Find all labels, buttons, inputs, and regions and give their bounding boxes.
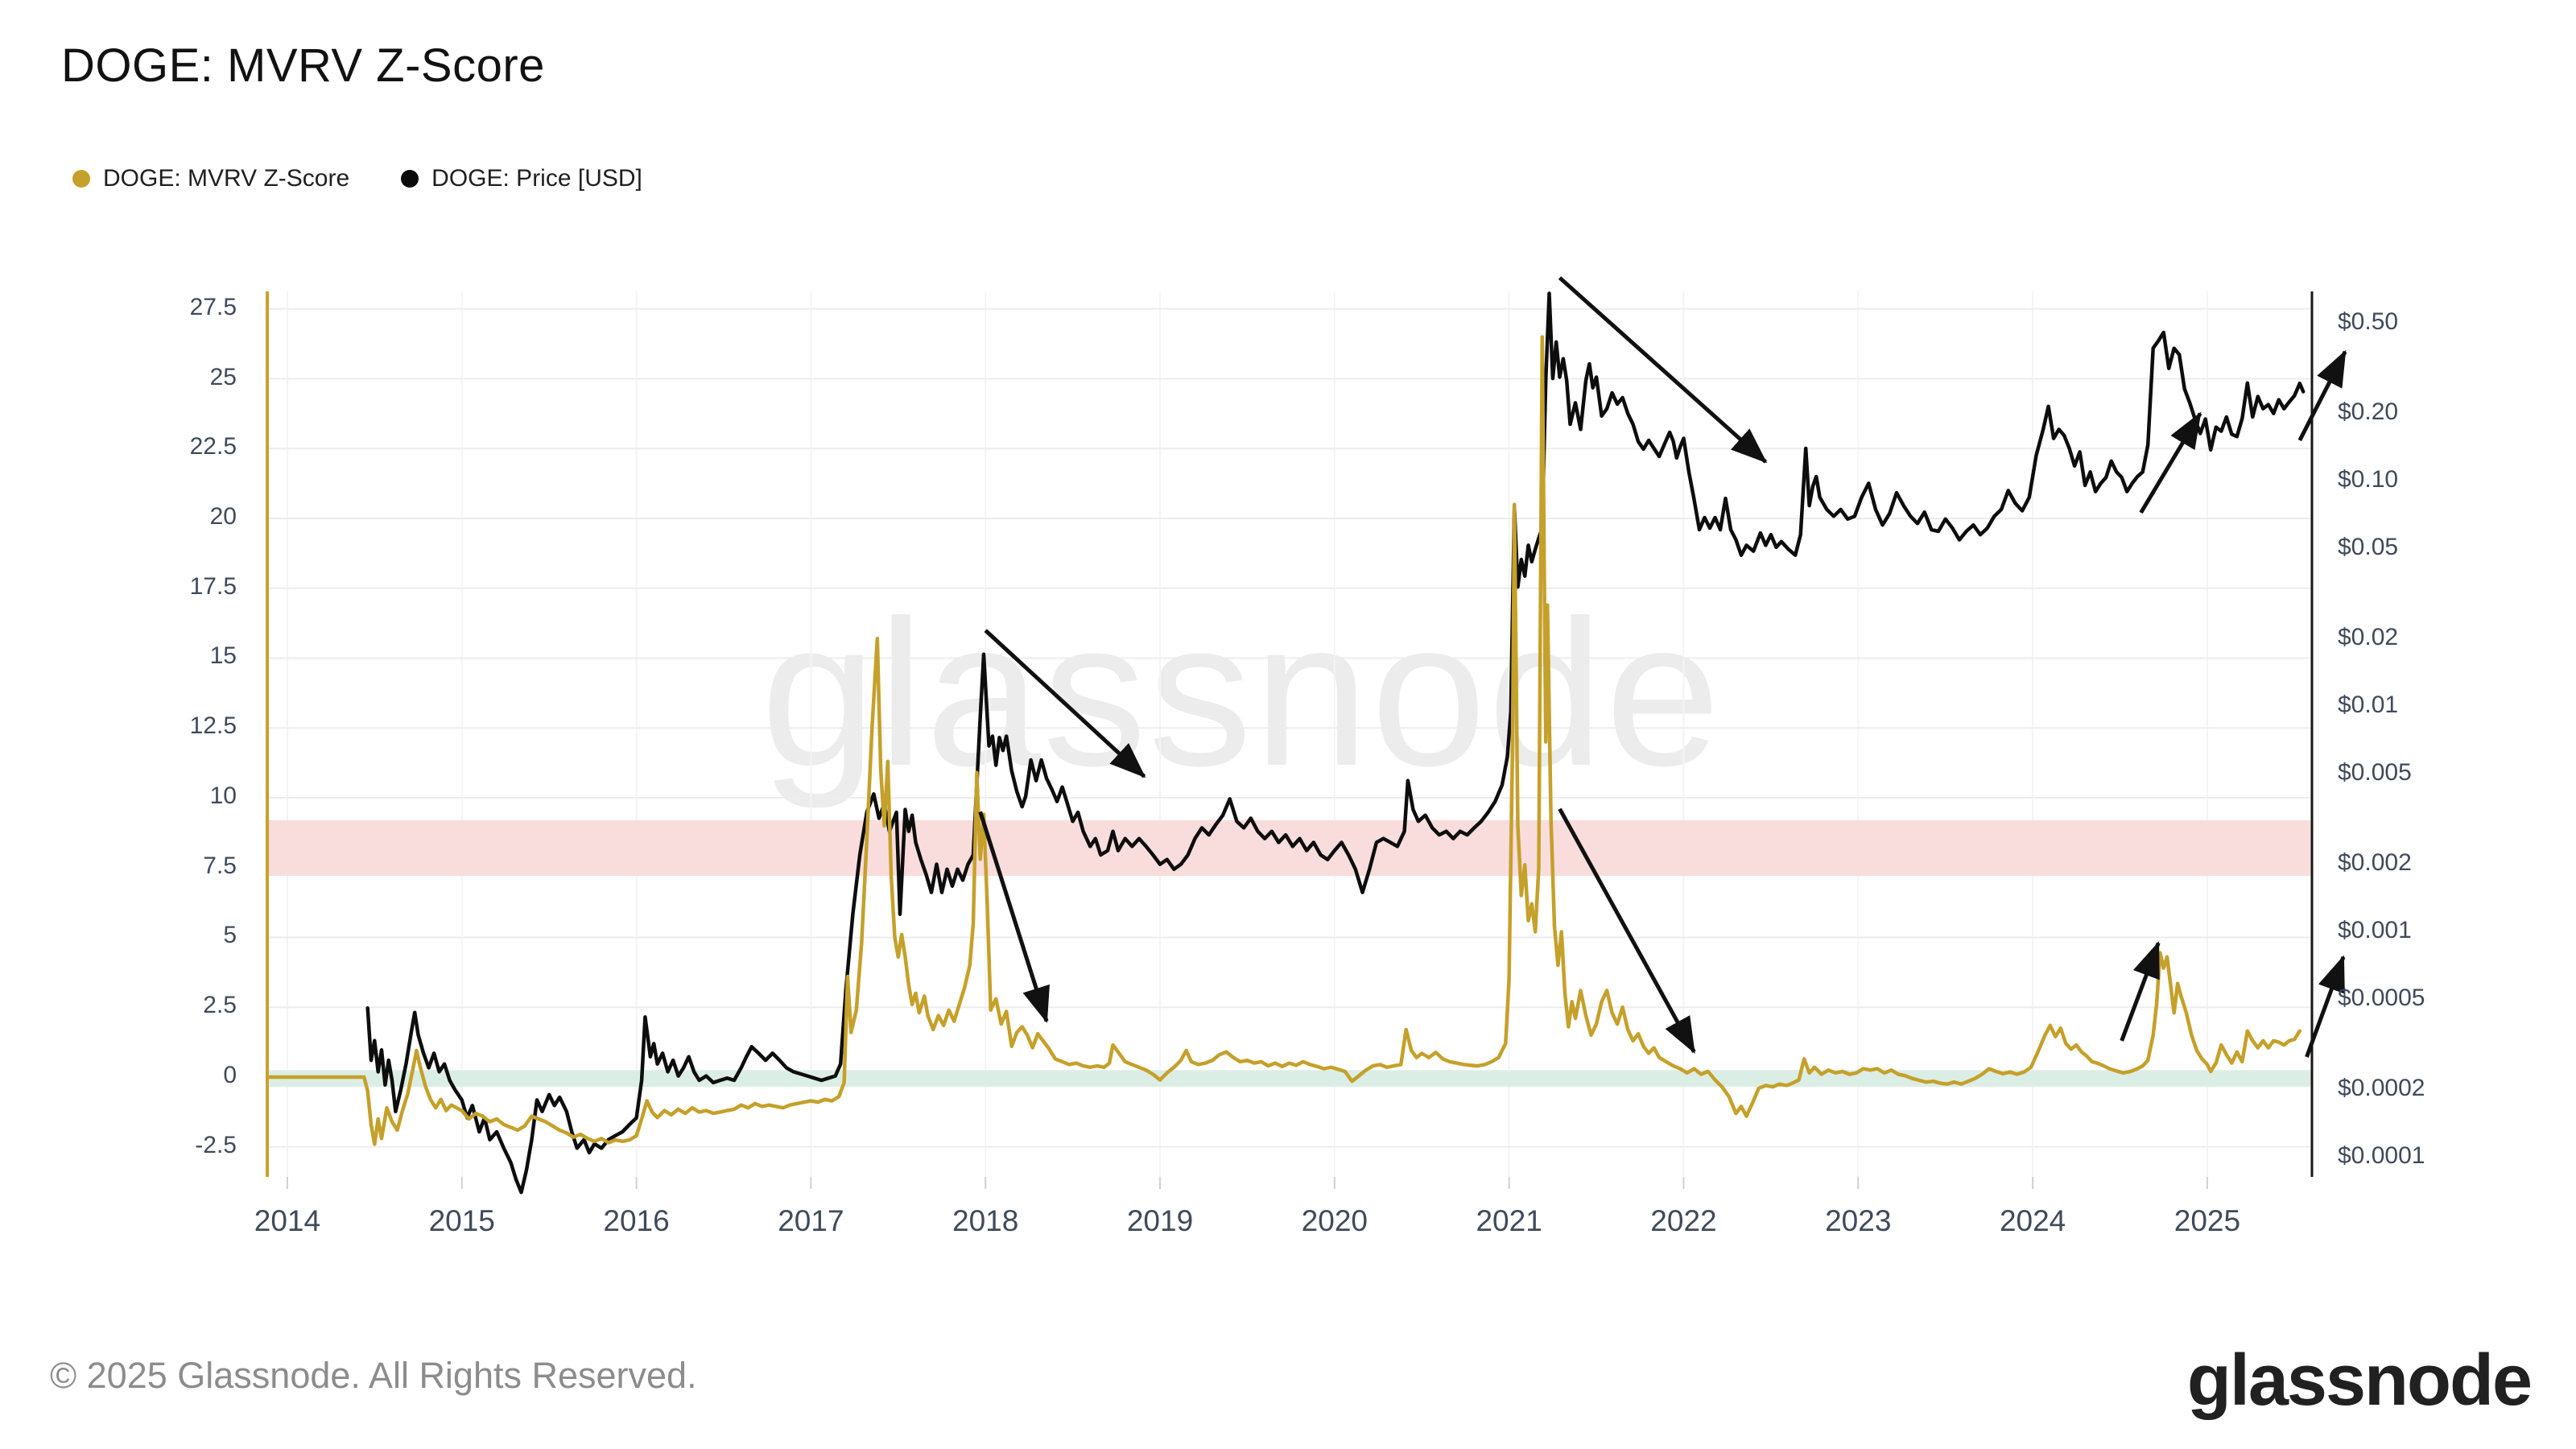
y-left-tick-label: 25 [209,363,237,390]
y-left-tick-label: 15 [209,642,237,670]
glassnode-logo[interactable]: glassnode [2186,1340,2533,1421]
y-right-tick-label: $0.0002 [2338,1074,2425,1101]
x-axis-year-label: 2023 [1825,1204,1892,1237]
annotation-arrow [1558,276,1768,464]
x-axis-year-label: 2022 [1650,1204,1717,1237]
legend-label-price: DOGE: Price [USD] [431,165,642,192]
y-left-tick-label: 17.5 [189,572,237,600]
y-right-tick-label: $0.50 [2338,308,2399,336]
x-axis-year-label: 2024 [1999,1204,2066,1237]
y-left-tick-label: 27.5 [189,293,237,320]
glassnode-watermark: glassnode [761,576,1723,809]
x-axis-year-label: 2016 [603,1204,670,1237]
y-right-tick-label: $0.002 [2338,848,2412,876]
y-right-tick-label: $0.0005 [2338,985,2425,1012]
y-right-tick-label: $0.01 [2338,691,2399,718]
x-axis-year-label: 2018 [952,1204,1019,1237]
y-left-tick-label: 7.5 [203,852,237,879]
annotation-arrow [2297,349,2347,442]
legend-item-mvrv[interactable]: DOGE: MVRV Z-Score [72,165,349,192]
y-left-tick-label: 12.5 [189,712,237,740]
y-right-tick-label: $0.02 [2338,623,2399,650]
x-axis-year-label: 2020 [1301,1204,1368,1237]
mvrv-zscore-line[interactable] [266,335,2302,1146]
y-right-tick-label: $0.20 [2338,398,2399,425]
y-left-tick-label: 22.5 [189,433,237,460]
price-series-dot-icon [401,170,419,188]
legend-label-mvrv: DOGE: MVRV Z-Score [103,165,350,192]
annotation-arrow [978,811,1050,1023]
y-right-tick-label: $0.0001 [2338,1141,2425,1169]
annotation-arrow [984,629,1146,778]
y-right-tick-label: $0.001 [2338,916,2412,943]
copyright-text: © 2025 Glassnode. All Rights Reserved. [50,1355,697,1396]
y-left-tick-label: 20 [209,503,237,530]
y-left-tick-label: 2.5 [203,992,237,1019]
y-left-tick-label: -2.5 [195,1131,237,1158]
x-axis-year-label: 2014 [254,1204,321,1237]
y-left-tick-label: 5 [223,922,237,949]
price-line[interactable] [365,291,2306,1195]
annotation-arrow [2139,411,2202,514]
page-title: DOGE: MVRV Z-Score [61,39,545,92]
x-axis-year-label: 2021 [1476,1204,1542,1237]
annotation-arrow [1558,807,1696,1054]
y-right-tick-label: $0.05 [2338,534,2399,561]
legend-item-price[interactable]: DOGE: Price [USD] [401,165,642,192]
x-axis-year-label: 2019 [1126,1204,1194,1237]
y-left-tick-label: 10 [209,782,237,809]
y-left-tick-label: 0 [223,1061,237,1088]
annotation-arrow [2305,955,2346,1058]
y-right-tick-label: $0.005 [2338,759,2412,786]
x-axis-year-label: 2015 [428,1204,495,1237]
chart-legend: DOGE: MVRV Z-Score DOGE: Price [USD] [72,159,642,198]
x-axis-year-label: 2025 [2174,1204,2241,1237]
annotation-arrow [2120,941,2161,1042]
mvrv-series-dot-icon [72,170,90,188]
overvalued-band [267,819,2312,877]
x-axis-year-label: 2017 [778,1204,844,1237]
y-right-tick-label: $0.10 [2338,465,2399,493]
